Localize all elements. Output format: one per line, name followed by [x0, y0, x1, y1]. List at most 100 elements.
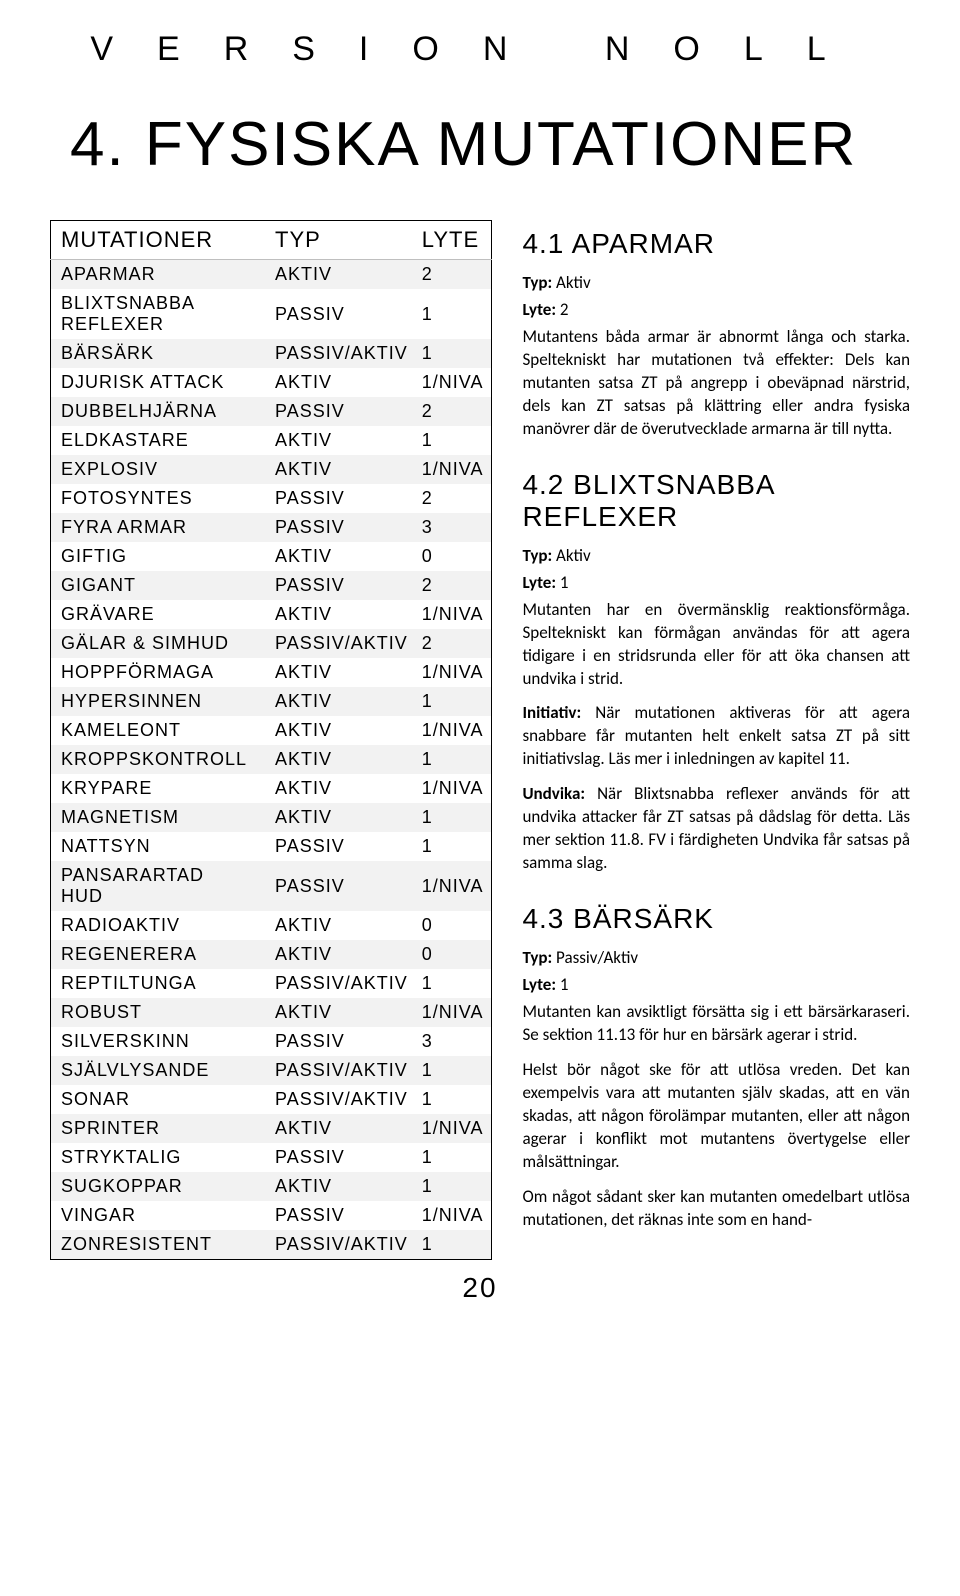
cell-name: BÄRSÄRK: [51, 339, 256, 368]
cell-lyte: 1/NIVA: [416, 716, 492, 745]
cell-typ: AKTIV: [255, 368, 416, 397]
table-row: KROPPSKONTROLLAKTIV1: [51, 745, 492, 774]
section-heading: 4.1 APARMAR: [522, 228, 910, 260]
section-heading: 4.3 BÄRSÄRK: [522, 903, 910, 935]
table-row: SJÄLVLYSANDEPASSIV/AKTIV1: [51, 1056, 492, 1085]
cell-lyte: 1/NIVA: [416, 455, 492, 484]
cell-typ: AKTIV: [255, 716, 416, 745]
top-banner: VERSION NOLL: [50, 30, 910, 69]
cell-name: PANSARARTAD HUD: [51, 861, 256, 911]
table-row: MAGNETISMAKTIV1: [51, 803, 492, 832]
cell-typ: AKTIV: [255, 911, 416, 940]
table-row: FOTOSYNTESPASSIV2: [51, 484, 492, 513]
cell-lyte: 1: [416, 1056, 492, 1085]
paragraph: Mutanten kan avsiktligt försätta sig i e…: [522, 1001, 910, 1047]
table-row: SPRINTERAKTIV1/NIVA: [51, 1114, 492, 1143]
cell-lyte: 1/NIVA: [416, 368, 492, 397]
cell-typ: PASSIV: [255, 571, 416, 600]
cell-typ: PASSIV/AKTIV: [255, 1085, 416, 1114]
col-header-typ: TYP: [255, 221, 416, 260]
section-heading: 4.2 BLIXTSNABBA REFLEXER: [522, 469, 910, 533]
cell-typ: PASSIV/AKTIV: [255, 629, 416, 658]
cell-lyte: 2: [416, 397, 492, 426]
col-header-name: MUTATIONER: [51, 221, 256, 260]
cell-typ: AKTIV: [255, 260, 416, 290]
cell-lyte: 1: [416, 832, 492, 861]
cell-lyte: 1: [416, 1230, 492, 1260]
table-row: APARMARAKTIV2: [51, 260, 492, 290]
table-row: HOPPFÖRMAGAAKTIV1/NIVA: [51, 658, 492, 687]
cell-lyte: 1/NIVA: [416, 998, 492, 1027]
typ-line: Typ: Passiv/Aktiv: [522, 947, 910, 968]
cell-lyte: 1: [416, 1085, 492, 1114]
cell-lyte: 1: [416, 969, 492, 998]
cell-name: STRYKTALIG: [51, 1143, 256, 1172]
cell-name: SONAR: [51, 1085, 256, 1114]
cell-lyte: 0: [416, 940, 492, 969]
cell-typ: AKTIV: [255, 803, 416, 832]
cell-lyte: 1/NIVA: [416, 600, 492, 629]
lyte-line: Lyte: 1: [522, 974, 910, 995]
cell-name: GRÄVARE: [51, 600, 256, 629]
table-row: SUGKOPPARAKTIV1: [51, 1172, 492, 1201]
table-row: BLIXTSNABBA REFLEXERPASSIV1: [51, 289, 492, 339]
cell-name: KROPPSKONTROLL: [51, 745, 256, 774]
cell-name: SILVERSKINN: [51, 1027, 256, 1056]
table-header-row: MUTATIONER TYP LYTE: [51, 221, 492, 260]
paragraph: Helst bör något ske för att utlösa vrede…: [522, 1059, 910, 1174]
cell-lyte: 1: [416, 803, 492, 832]
table-row: NATTSYNPASSIV1: [51, 832, 492, 861]
cell-typ: PASSIV/AKTIV: [255, 1230, 416, 1260]
table-row: EXPLOSIVAKTIV1/NIVA: [51, 455, 492, 484]
table-row: STRYKTALIGPASSIV1: [51, 1143, 492, 1172]
cell-lyte: 1/NIVA: [416, 1201, 492, 1230]
cell-lyte: 2: [416, 571, 492, 600]
cell-typ: AKTIV: [255, 426, 416, 455]
col-header-lyte: LYTE: [416, 221, 492, 260]
table-row: ROBUSTAKTIV1/NIVA: [51, 998, 492, 1027]
cell-lyte: 1/NIVA: [416, 774, 492, 803]
mutations-table: MUTATIONER TYP LYTE APARMARAKTIV2BLIXTSN…: [50, 220, 492, 1260]
typ-line: Typ: Aktiv: [522, 272, 910, 293]
cell-typ: AKTIV: [255, 774, 416, 803]
cell-typ: AKTIV: [255, 1114, 416, 1143]
paragraph: Om något sådant sker kan mutanten omedel…: [522, 1186, 910, 1232]
cell-typ: PASSIV: [255, 1027, 416, 1056]
cell-lyte: 3: [416, 513, 492, 542]
table-row: KAMELEONTAKTIV1/NIVA: [51, 716, 492, 745]
cell-lyte: 2: [416, 484, 492, 513]
cell-name: ROBUST: [51, 998, 256, 1027]
cell-name: GIGANT: [51, 571, 256, 600]
cell-name: GÄLAR & SIMHUD: [51, 629, 256, 658]
lyte-line: Lyte: 1: [522, 572, 910, 593]
table-row: GIGANTPASSIV2: [51, 571, 492, 600]
paragraph: Mutantens båda armar är abnormt långa oc…: [522, 326, 910, 441]
paragraph: Mutanten har en övermänsklig reaktionsfö…: [522, 599, 910, 691]
cell-name: REGENERERA: [51, 940, 256, 969]
cell-typ: AKTIV: [255, 998, 416, 1027]
cell-typ: PASSIV/AKTIV: [255, 339, 416, 368]
cell-name: MAGNETISM: [51, 803, 256, 832]
cell-lyte: 1/NIVA: [416, 861, 492, 911]
paragraph: Undvika: När Blixtsnabba reflexer använd…: [522, 783, 910, 875]
table-row: GÄLAR & SIMHUDPASSIV/AKTIV2: [51, 629, 492, 658]
cell-typ: AKTIV: [255, 940, 416, 969]
cell-lyte: 1/NIVA: [416, 658, 492, 687]
cell-name: DUBBELHJÄRNA: [51, 397, 256, 426]
cell-typ: PASSIV/AKTIV: [255, 969, 416, 998]
cell-name: APARMAR: [51, 260, 256, 290]
table-row: VINGARPASSIV1/NIVA: [51, 1201, 492, 1230]
cell-name: RADIOAKTIV: [51, 911, 256, 940]
table-row: GIFTIGAKTIV0: [51, 542, 492, 571]
cell-typ: PASSIV: [255, 1201, 416, 1230]
cell-name: KAMELEONT: [51, 716, 256, 745]
lyte-line: Lyte: 2: [522, 299, 910, 320]
cell-typ: AKTIV: [255, 542, 416, 571]
cell-lyte: 1: [416, 289, 492, 339]
cell-typ: PASSIV: [255, 861, 416, 911]
cell-lyte: 1: [416, 687, 492, 716]
cell-lyte: 3: [416, 1027, 492, 1056]
cell-name: FYRA ARMAR: [51, 513, 256, 542]
table-row: SONARPASSIV/AKTIV1: [51, 1085, 492, 1114]
cell-name: SPRINTER: [51, 1114, 256, 1143]
